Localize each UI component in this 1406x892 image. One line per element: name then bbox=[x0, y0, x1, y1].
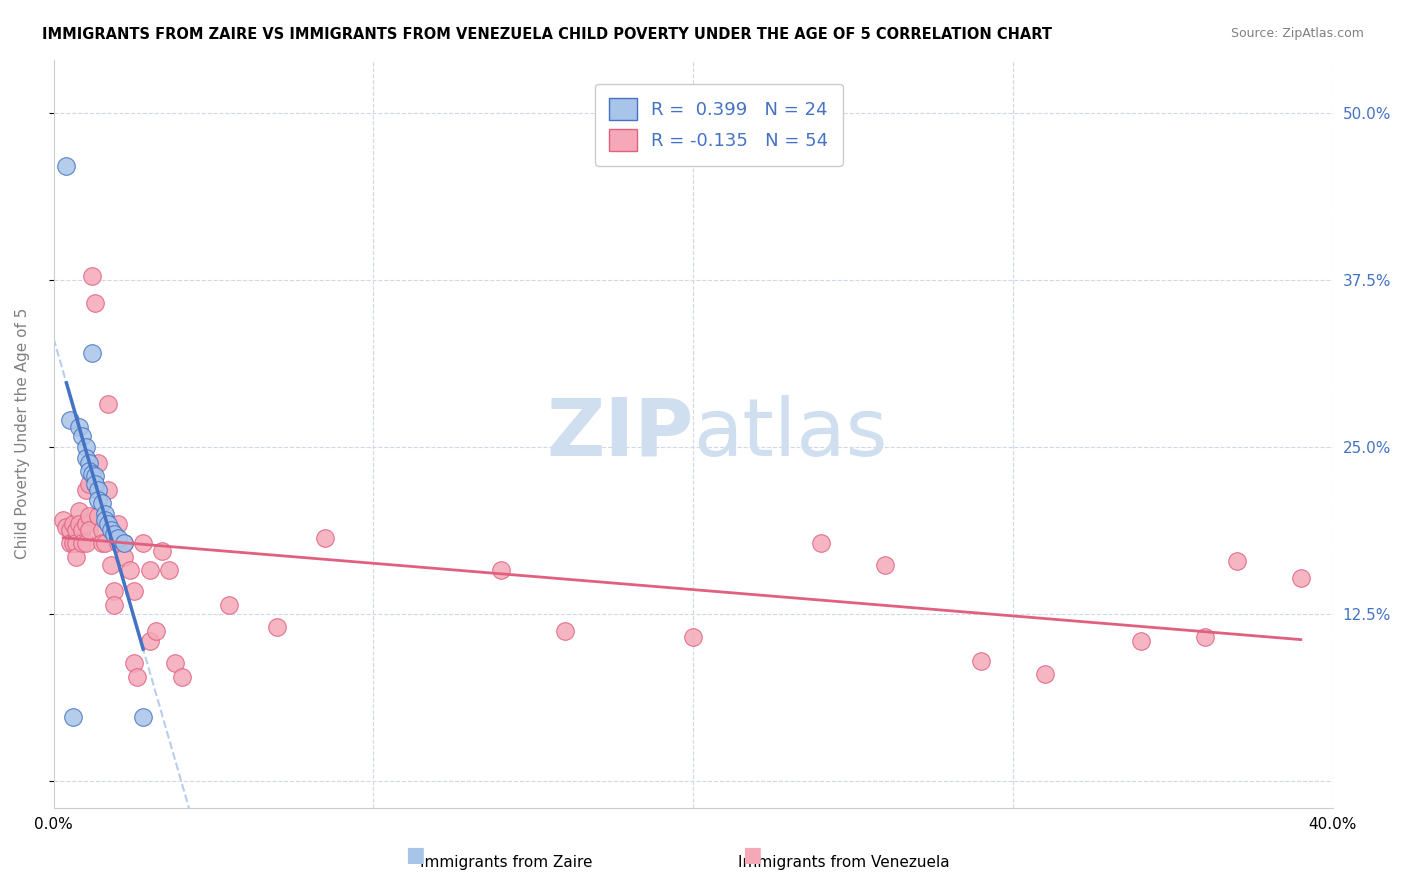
Point bbox=[97, 397, 120, 411]
Point bbox=[94, 507, 117, 521]
Point bbox=[107, 536, 129, 550]
Point bbox=[112, 549, 135, 564]
Point bbox=[90, 536, 112, 550]
Point bbox=[75, 450, 97, 465]
Point bbox=[970, 654, 993, 668]
Text: Immigrants from Venezuela: Immigrants from Venezuela bbox=[738, 855, 949, 870]
Point bbox=[90, 496, 112, 510]
Point bbox=[67, 517, 90, 532]
Point bbox=[120, 563, 142, 577]
Text: ■: ■ bbox=[742, 846, 762, 865]
Point bbox=[77, 464, 100, 478]
Point bbox=[145, 624, 167, 639]
Text: ZIP: ZIP bbox=[546, 394, 693, 473]
Point bbox=[112, 536, 135, 550]
Point bbox=[87, 456, 110, 470]
Point bbox=[72, 536, 94, 550]
Point bbox=[97, 517, 120, 532]
Point bbox=[62, 536, 84, 550]
Point bbox=[62, 517, 84, 532]
Y-axis label: Child Poverty Under the Age of 5: Child Poverty Under the Age of 5 bbox=[15, 308, 30, 559]
Point bbox=[100, 558, 122, 572]
Point bbox=[75, 440, 97, 454]
Point bbox=[122, 657, 145, 671]
Point bbox=[554, 624, 576, 639]
Point bbox=[65, 523, 87, 537]
Point bbox=[682, 630, 704, 644]
Point bbox=[97, 483, 120, 497]
Point bbox=[59, 523, 82, 537]
Point bbox=[100, 523, 122, 537]
Point bbox=[87, 509, 110, 524]
Point bbox=[87, 493, 110, 508]
Point bbox=[132, 710, 155, 724]
Point bbox=[103, 584, 125, 599]
Point bbox=[810, 536, 832, 550]
Point bbox=[491, 563, 513, 577]
Point bbox=[170, 670, 193, 684]
Point bbox=[165, 657, 187, 671]
Point bbox=[1033, 667, 1056, 681]
Point bbox=[873, 558, 896, 572]
Point bbox=[84, 477, 107, 491]
Point bbox=[1226, 553, 1249, 567]
Point bbox=[90, 523, 112, 537]
Point bbox=[75, 536, 97, 550]
Point bbox=[122, 584, 145, 599]
Point bbox=[80, 268, 103, 283]
Point bbox=[77, 523, 100, 537]
Point bbox=[72, 429, 94, 443]
Text: Source: ZipAtlas.com: Source: ZipAtlas.com bbox=[1230, 27, 1364, 40]
Point bbox=[77, 509, 100, 524]
Point bbox=[150, 544, 173, 558]
Point bbox=[55, 160, 77, 174]
Legend: R =  0.399   N = 24, R = -0.135   N = 54: R = 0.399 N = 24, R = -0.135 N = 54 bbox=[595, 84, 842, 166]
Point bbox=[52, 513, 75, 527]
Point bbox=[218, 598, 240, 612]
Text: IMMIGRANTS FROM ZAIRE VS IMMIGRANTS FROM VENEZUELA CHILD POVERTY UNDER THE AGE O: IMMIGRANTS FROM ZAIRE VS IMMIGRANTS FROM… bbox=[42, 27, 1052, 42]
Point bbox=[266, 620, 288, 634]
Point bbox=[107, 517, 129, 532]
Point bbox=[67, 420, 90, 434]
Point bbox=[77, 477, 100, 491]
Point bbox=[103, 526, 125, 541]
Point bbox=[87, 483, 110, 497]
Point bbox=[314, 531, 336, 545]
Point bbox=[112, 536, 135, 550]
Point bbox=[94, 513, 117, 527]
Point bbox=[1129, 633, 1152, 648]
Point bbox=[75, 517, 97, 532]
Point bbox=[1289, 571, 1312, 585]
Point bbox=[132, 536, 155, 550]
Point bbox=[67, 504, 90, 518]
Text: ■: ■ bbox=[405, 846, 425, 865]
Point bbox=[72, 523, 94, 537]
Point bbox=[55, 520, 77, 534]
Point bbox=[65, 549, 87, 564]
Text: atlas: atlas bbox=[693, 394, 887, 473]
Point bbox=[84, 469, 107, 483]
Point bbox=[65, 536, 87, 550]
Point bbox=[59, 413, 82, 427]
Point bbox=[107, 531, 129, 545]
Point bbox=[84, 295, 107, 310]
Point bbox=[77, 456, 100, 470]
Point bbox=[75, 483, 97, 497]
Point bbox=[1194, 630, 1216, 644]
Point bbox=[59, 536, 82, 550]
Point bbox=[103, 598, 125, 612]
Point bbox=[80, 346, 103, 360]
Text: Immigrants from Zaire: Immigrants from Zaire bbox=[420, 855, 592, 870]
Point bbox=[125, 670, 148, 684]
Point bbox=[62, 710, 84, 724]
Point bbox=[138, 563, 160, 577]
Point bbox=[157, 563, 180, 577]
Point bbox=[80, 467, 103, 481]
Point bbox=[138, 633, 160, 648]
Point bbox=[94, 536, 117, 550]
